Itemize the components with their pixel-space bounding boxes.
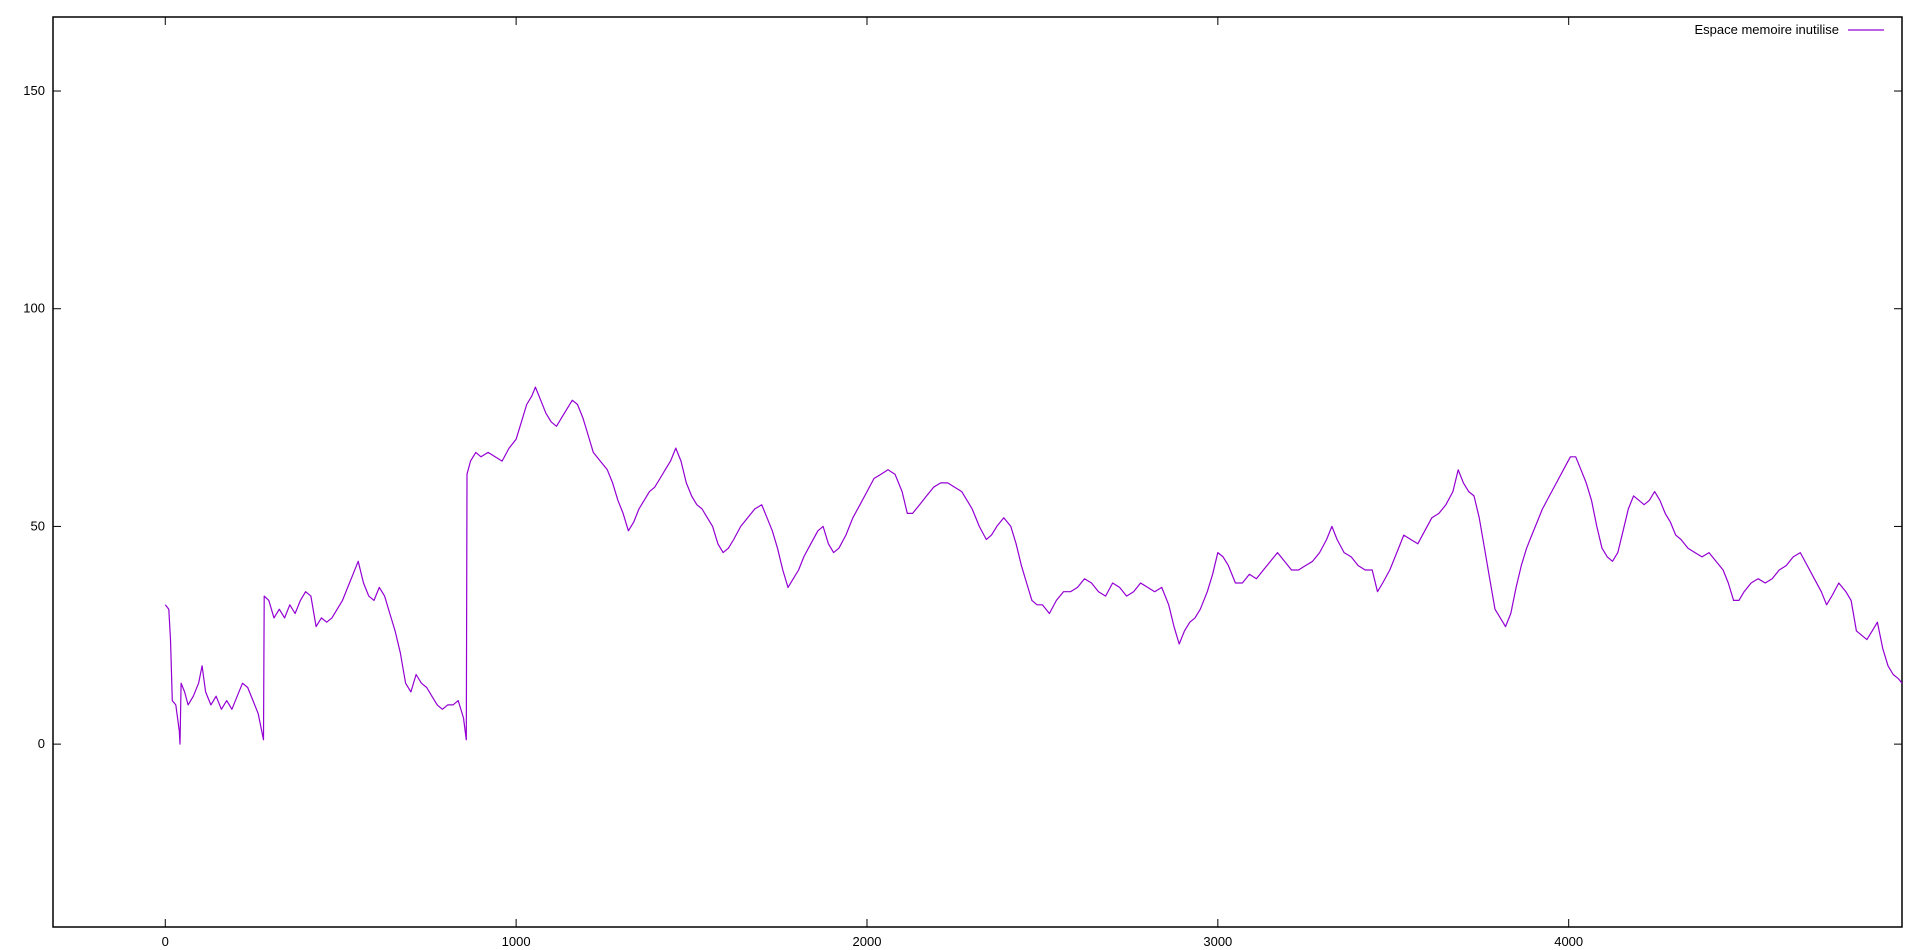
series-group [164, 386, 1903, 745]
x-tick-label: 0 [162, 934, 169, 949]
legend-label: Espace memoire inutilise [1694, 22, 1839, 37]
x-tick-label: 3000 [1203, 934, 1232, 949]
y-tick-label: 150 [23, 83, 45, 98]
series-line [164, 386, 1903, 745]
x-tick-label: 2000 [853, 934, 882, 949]
x-tick-label: 4000 [1554, 934, 1583, 949]
y-tick-label: 0 [38, 736, 45, 751]
y-tick-label: 50 [31, 518, 45, 533]
axis-tick-labels: 0 1000 2000 3000 4000 0 50 100 150 [23, 83, 1583, 949]
x-tick-label: 1000 [502, 934, 531, 949]
legend: Espace memoire inutilise [1694, 22, 1884, 37]
axis-ticks [53, 17, 1902, 927]
plot-frame [52, 16, 1903, 928]
y-tick-label: 100 [23, 301, 45, 316]
